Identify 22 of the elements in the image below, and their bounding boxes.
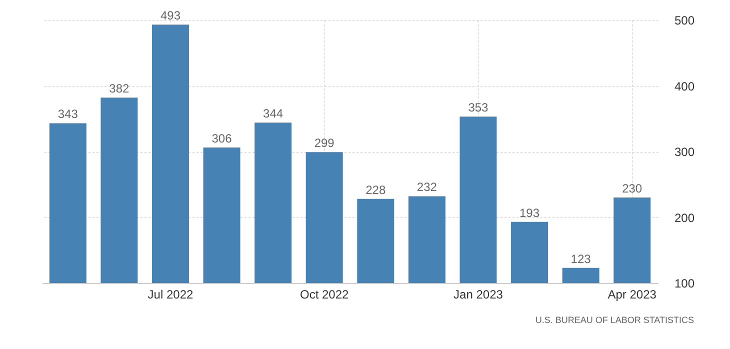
data-label: 382 xyxy=(109,82,130,96)
data-label: 353 xyxy=(468,100,489,115)
x-tick-label: Jan 2023 xyxy=(454,288,504,302)
x-tick-label: Jul 2022 xyxy=(148,288,194,302)
data-label: 344 xyxy=(263,106,284,121)
data-label: 230 xyxy=(622,182,642,196)
y-tick-label: 100 xyxy=(674,276,695,290)
y-tick-label: 500 xyxy=(674,14,695,28)
text: U.S. BUREAU OF LABOR STATISTICS xyxy=(535,315,694,325)
x-tick-label: Oct 2022 xyxy=(300,288,350,302)
data-label: 193 xyxy=(520,206,540,220)
y-tick-label: 200 xyxy=(674,210,695,225)
data-label: 343 xyxy=(58,107,78,122)
y-tick-label: 400 xyxy=(674,79,695,94)
data-label: 232 xyxy=(416,180,438,194)
data-label: 493 xyxy=(160,8,181,23)
data-label: 228 xyxy=(366,182,386,197)
y-tick-label: 300 xyxy=(674,145,695,159)
data-label: 299 xyxy=(314,136,335,150)
x-tick-label: Apr 2023 xyxy=(608,288,657,302)
data-label: 306 xyxy=(212,132,232,146)
data-label: 123 xyxy=(570,252,592,266)
